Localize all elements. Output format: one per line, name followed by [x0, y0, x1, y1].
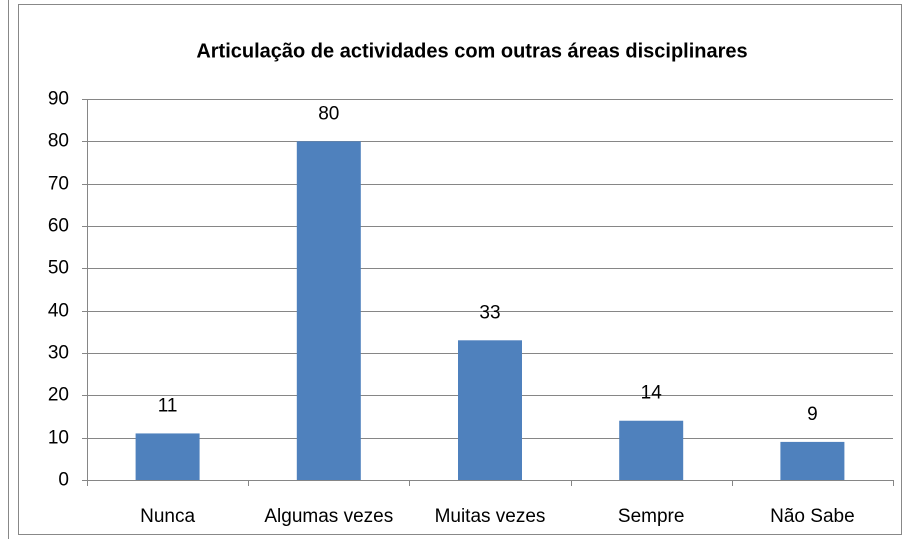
y-tick-label: 0	[58, 470, 69, 491]
bar	[458, 340, 522, 480]
y-tick-label: 60	[48, 216, 69, 237]
data-label: 11	[158, 395, 178, 416]
y-tick-label: 40	[48, 301, 69, 322]
data-label: 14	[641, 383, 663, 404]
x-tick-label: Não Sabe	[770, 506, 855, 527]
bar	[780, 441, 845, 480]
data-label: 9	[807, 404, 818, 425]
bar	[296, 141, 361, 481]
x-tick-label: Algumas vezes	[264, 506, 393, 527]
bar	[619, 420, 684, 480]
x-tick-label: Sempre	[618, 506, 685, 527]
y-tick-label: 20	[48, 385, 69, 406]
chart-title: Articulação de actividades com outras ár…	[196, 40, 747, 62]
y-tick-label: 30	[48, 343, 69, 364]
x-tick-label: Nunca	[140, 506, 195, 527]
y-tick-label: 80	[48, 131, 69, 152]
y-tick-label: 10	[48, 428, 69, 449]
data-label: 80	[318, 103, 339, 124]
bar	[135, 433, 200, 480]
data-label: 33	[479, 302, 500, 323]
y-tick-label: 90	[48, 89, 69, 110]
x-tick-label: Muitas vezes	[435, 506, 546, 527]
y-tick-label: 50	[48, 258, 69, 279]
y-tick-label: 70	[48, 174, 69, 195]
